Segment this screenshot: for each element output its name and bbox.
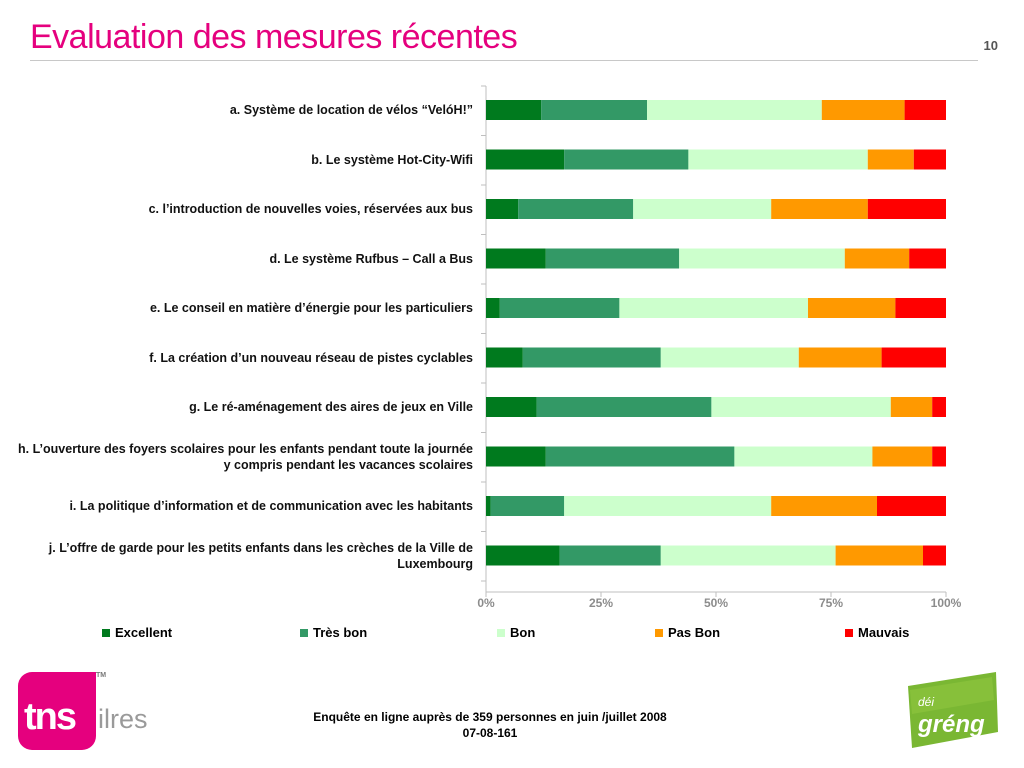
bar-segment-très-bon <box>564 149 689 170</box>
legend-item: Pas Bon <box>655 625 720 640</box>
bar-segment-pas-bon <box>835 545 923 566</box>
legend-label: Mauvais <box>858 625 910 640</box>
bar-segment-pas-bon <box>808 298 896 318</box>
bar-segment-pas-bon <box>771 496 877 516</box>
category-label: a. Système de location de vélos “VelóH!” <box>229 103 473 117</box>
category-label: d. Le système Rufbus – Call a Bus <box>269 251 473 266</box>
bar-segment-mauvais <box>904 100 946 120</box>
bar-segment-mauvais <box>877 496 946 516</box>
legend-label: Très bon <box>313 625 368 640</box>
bar-segment-bon <box>734 446 873 467</box>
bar-segment-très-bon <box>536 397 712 417</box>
bar-segment-très-bon <box>559 545 661 566</box>
green-logo-small-text: déi <box>918 695 934 709</box>
tns-ilres-logo: tns TM ilres <box>18 672 148 752</box>
bar-segment-pas-bon <box>821 100 905 120</box>
bar-segment-mauvais <box>932 446 946 467</box>
legend-swatch <box>102 628 110 637</box>
bar-segment-excellent <box>486 496 491 516</box>
bar-segment-excellent <box>486 446 546 467</box>
bar-segment-bon <box>679 248 845 269</box>
bar-segment-très-bon <box>545 446 735 467</box>
tns-logo-box <box>18 672 96 750</box>
legend-item: Excellent <box>102 625 172 640</box>
bar-segment-très-bon <box>499 298 620 318</box>
x-tick-label: 25% <box>588 596 614 610</box>
bar-segment-bon <box>711 397 891 417</box>
bar-segment-mauvais <box>867 199 946 219</box>
bar-segment-bon <box>688 149 868 170</box>
legend-item: Très bon <box>300 625 367 640</box>
bar-segment-mauvais <box>895 298 946 318</box>
tns-logo-trademark: TM <box>96 672 107 679</box>
bar-segment-excellent <box>486 248 546 269</box>
bar-segment-très-bon <box>522 347 661 368</box>
x-tick-label: 100% <box>930 596 962 610</box>
bar-segment-pas-bon <box>867 149 914 170</box>
bar-segment-bon <box>564 496 772 516</box>
bar-segment-excellent <box>486 100 542 120</box>
legend-label: Excellent <box>115 625 173 640</box>
bar-segment-excellent <box>486 545 560 566</box>
legend-label: Pas Bon <box>668 625 721 640</box>
category-label: h. L’ouverture des foyers scolaires pour… <box>18 441 473 472</box>
bar-segment-très-bon <box>518 199 634 219</box>
legend-item: Bon <box>497 625 535 640</box>
survey-footnote: Enquête en ligne auprès de 359 personnes… <box>240 709 740 741</box>
bar-segment-pas-bon <box>890 397 933 417</box>
tns-logo-subtext: ilres <box>98 704 148 734</box>
survey-code: 07-08-161 <box>462 726 518 740</box>
legend-swatch <box>655 628 663 637</box>
bar-segment-bon <box>633 199 772 219</box>
legend-swatch <box>300 628 308 637</box>
category-label: b. Le système Hot-City-Wifi <box>311 152 473 167</box>
bar-segment-mauvais <box>932 397 946 417</box>
category-label: g. Le ré-aménagement des aires de jeux e… <box>189 400 473 414</box>
bar-segment-mauvais <box>913 149 946 170</box>
x-tick-label: 50% <box>703 596 729 610</box>
survey-description: Enquête en ligne auprès de 359 personnes… <box>313 710 667 724</box>
x-tick-label: 75% <box>818 596 844 610</box>
bar-segment-très-bon <box>541 100 647 120</box>
bar-segment-pas-bon <box>872 446 933 467</box>
legend-swatch <box>497 628 505 637</box>
bar-segment-très-bon <box>490 496 565 516</box>
green-logo-highlight <box>910 677 994 714</box>
page-number: 10 <box>983 38 998 53</box>
legend-label: Bon <box>510 625 536 640</box>
bar-segment-très-bon <box>545 248 680 269</box>
category-label: i. La politique d’information et de comm… <box>69 499 473 513</box>
category-label: c. l’introduction de nouvelles voies, ré… <box>148 202 473 216</box>
bar-segment-excellent <box>486 298 500 318</box>
bar-segment-bon <box>660 347 799 368</box>
dei-greng-logo: déi gréng <box>908 672 998 748</box>
bar-segment-pas-bon <box>771 199 868 219</box>
bar-segment-mauvais <box>881 347 946 368</box>
title-divider <box>30 60 978 61</box>
stacked-bar-chart <box>481 85 947 597</box>
bar-segment-mauvais <box>909 248 946 269</box>
tns-logo-text: tns <box>24 696 77 738</box>
category-label: e. Le conseil en matière d’énergie pour … <box>149 301 473 315</box>
bar-segment-bon <box>660 545 836 566</box>
bar-segment-excellent <box>486 149 565 170</box>
category-label: f. La création d’un nouveau réseau de pi… <box>149 350 473 365</box>
bar-segment-pas-bon <box>844 248 910 269</box>
category-label: j. L’offre de garde pour les petits enfa… <box>48 540 473 571</box>
legend-swatch <box>845 628 853 637</box>
bar-segment-bon <box>619 298 808 318</box>
bar-segment-excellent <box>486 199 519 219</box>
legend-item: Mauvais <box>845 625 909 640</box>
bar-segment-pas-bon <box>798 347 882 368</box>
bar-segment-excellent <box>486 397 537 417</box>
bar-segment-mauvais <box>923 545 946 566</box>
page-title: Evaluation des mesures récentes <box>30 18 518 56</box>
x-tick-label: 0% <box>477 596 495 610</box>
green-logo-big-text: gréng <box>917 711 985 738</box>
bar-segment-excellent <box>486 347 523 368</box>
bar-segment-bon <box>647 100 822 120</box>
